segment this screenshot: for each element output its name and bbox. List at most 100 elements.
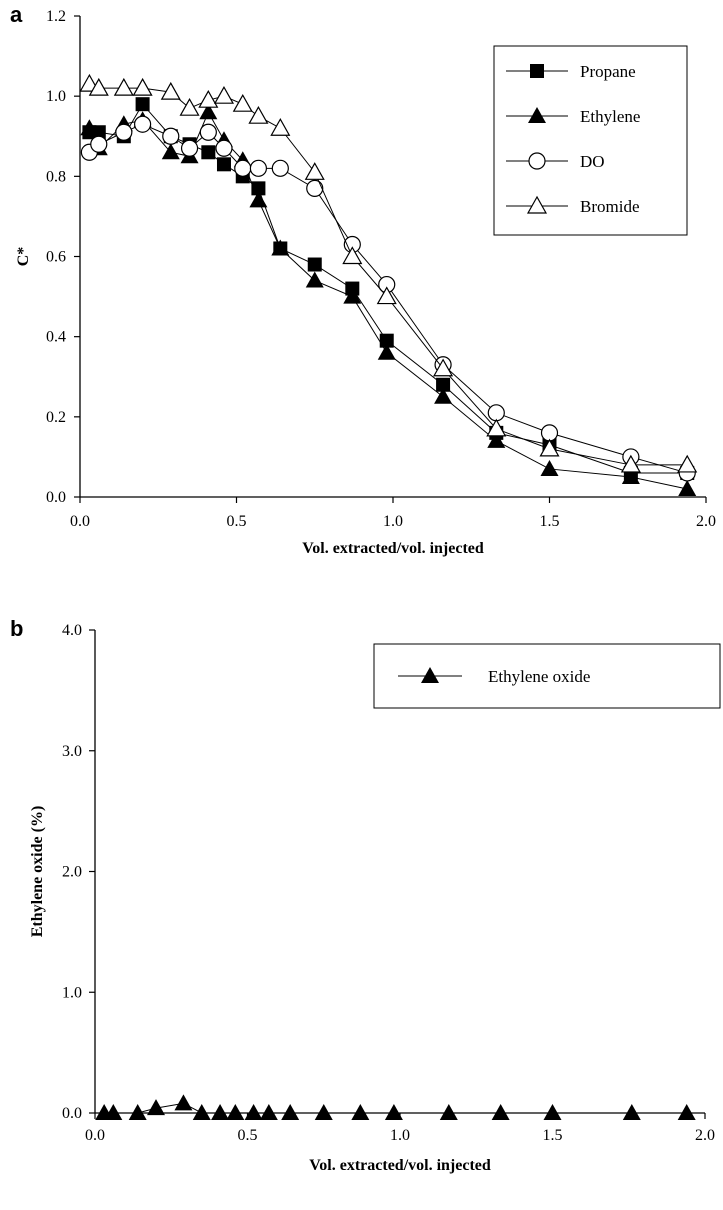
legend-box [493,45,688,236]
legend-entry: Ethylene [580,107,640,126]
data-point [540,459,559,476]
legend-marker [526,195,548,214]
legend-entry: Ethylene oxide [488,667,590,686]
data-point [539,438,560,457]
x-axis-title: Vol. extracted/vol. injected [309,1157,491,1174]
series-bromide [79,73,698,473]
data-point [305,271,324,288]
data-point [104,1104,123,1120]
data-point [434,387,453,404]
data-point [259,1104,278,1120]
y-tick-label: 1.0 [46,88,66,105]
y-tick-label: 0.8 [46,168,66,185]
data-point [192,1104,211,1120]
data-point [436,377,451,392]
data-point [199,103,218,120]
data-point [281,1104,300,1120]
data-point [80,119,99,136]
y-tick-label: 0.6 [46,249,66,266]
x-tick-label: 1.0 [383,513,403,530]
y-tick-label: 3.0 [62,743,82,760]
legend-marker [421,667,439,683]
data-point [306,179,324,197]
data-point [198,89,219,108]
x-tick-label: 0.5 [238,1127,258,1144]
data-point [304,162,325,180]
data-point [543,1104,562,1120]
x-tick-label: 0.5 [227,513,247,530]
data-point [132,77,153,96]
y-axis-title: C* [15,247,32,267]
y-tick-label: 0.0 [62,1105,82,1122]
data-point [249,191,268,208]
data-point [379,333,394,348]
data-point [271,159,289,177]
data-point [213,85,235,104]
data-point [270,118,291,136]
legend-marker [528,152,546,170]
data-point [487,431,506,448]
data-point [232,93,253,112]
data-point [88,77,109,96]
data-point [90,135,108,153]
data-point [439,1104,458,1120]
x-tick-label: 2.0 [696,513,716,530]
data-point [179,97,200,116]
data-point [677,454,698,473]
data-point [226,1104,245,1120]
data-point [271,239,290,256]
data-point [487,404,505,422]
data-point [384,1104,403,1120]
data-point [540,424,559,442]
data-point [342,246,363,265]
data-point [678,479,697,496]
data-point [249,159,268,177]
data-point [622,1104,641,1120]
x-tick-label: 1.5 [543,1127,563,1144]
x-tick-label: 2.0 [695,1127,715,1144]
data-point [215,139,233,157]
y-tick-label: 1.0 [62,984,82,1001]
data-point [377,343,396,360]
data-point [491,1104,510,1120]
y-tick-label: 4.0 [62,622,82,639]
data-point [91,125,106,140]
y-tick-label: 0.0 [46,489,66,506]
data-point [343,287,362,304]
data-point [376,286,397,305]
data-point [161,143,180,160]
y-tick-label: 2.0 [62,864,82,881]
data-point [216,157,231,172]
data-point [621,467,640,484]
data-point [351,1104,370,1120]
data-point [307,257,322,272]
panel-label-a: a [10,2,23,27]
data-point [486,418,507,437]
data-point [244,1104,263,1120]
panel-label-b: b [10,616,23,641]
x-tick-label: 0.0 [85,1127,105,1144]
x-axis-title: Vol. extracted/vol. injected [302,540,484,557]
data-point [677,1104,696,1120]
series-ethylene-oxide [95,1094,696,1120]
series-do [80,115,696,482]
data-point [115,123,133,141]
data-point [211,1104,230,1120]
data-point [248,105,269,124]
x-tick-label: 0.0 [70,513,90,530]
data-point [199,123,217,141]
data-point [201,145,216,160]
data-point [135,97,150,112]
data-point [160,81,181,100]
legend-entry: Propane [580,62,636,81]
legend-marker [528,107,546,123]
data-point [174,1094,193,1111]
data-point [314,1104,333,1120]
y-tick-label: 0.4 [46,329,66,346]
data-point [128,1104,147,1120]
data-point [113,77,134,96]
legend-entry: Bromide [580,197,640,216]
y-tick-label: 0.2 [46,409,66,426]
y-tick-label: 1.2 [46,8,66,25]
data-point [234,159,252,177]
